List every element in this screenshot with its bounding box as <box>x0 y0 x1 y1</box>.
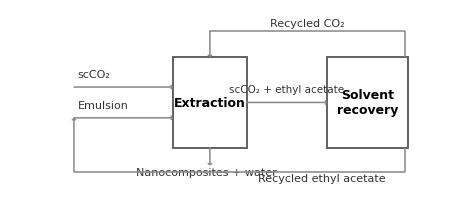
Bar <box>173 58 246 148</box>
Text: Solvent
recovery: Solvent recovery <box>337 89 399 117</box>
Bar <box>328 58 408 148</box>
Text: Emulsion: Emulsion <box>78 101 128 111</box>
Text: Extraction: Extraction <box>174 96 246 109</box>
Text: scCO₂ + ethyl acetate: scCO₂ + ethyl acetate <box>229 85 345 94</box>
Text: scCO₂: scCO₂ <box>78 70 110 80</box>
Text: Recycled CO₂: Recycled CO₂ <box>270 19 345 29</box>
Text: Recycled ethyl acetate: Recycled ethyl acetate <box>258 173 386 183</box>
Text: Nanocomposites + water: Nanocomposites + water <box>136 167 276 177</box>
